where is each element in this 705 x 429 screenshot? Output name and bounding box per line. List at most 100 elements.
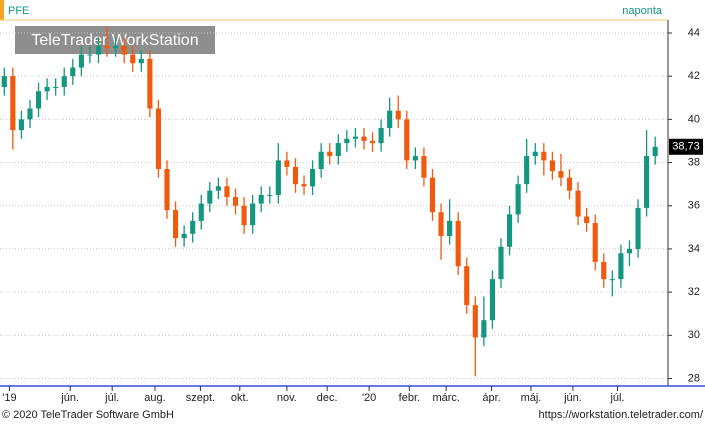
x-tick-label: jún. — [60, 392, 79, 404]
candle-body — [310, 169, 316, 187]
x-tick-label: '19 — [2, 392, 16, 404]
candle-body — [575, 190, 581, 217]
candle-body — [601, 261, 607, 280]
candle-body — [267, 194, 273, 196]
candle-body — [481, 320, 487, 338]
candle-body — [207, 190, 213, 204]
candle-body — [404, 119, 410, 161]
candle-body — [181, 233, 187, 239]
candle-body — [224, 186, 230, 198]
x-tick-label: júl. — [104, 392, 119, 404]
candle-body — [95, 45, 102, 55]
candle-body — [35, 91, 42, 109]
candle-body — [352, 136, 358, 139]
candle-body — [292, 166, 299, 185]
candle-body — [275, 160, 281, 195]
candle-body — [438, 212, 444, 236]
candle-body — [532, 151, 538, 157]
y-tick-label: 44 — [688, 27, 700, 39]
footer-right: https://workstation.teletrader.com/ — [539, 409, 704, 421]
footer-left: © 2020 TeleTrader Software GmbH — [2, 409, 174, 421]
x-tick-label: '20 — [362, 392, 376, 404]
candle-body — [284, 160, 290, 167]
candle-body — [78, 54, 84, 68]
candle-body — [644, 156, 650, 208]
candle-body — [113, 45, 119, 49]
candle-body — [524, 156, 530, 185]
x-tick-label: jún. — [563, 392, 582, 404]
candle-body — [369, 140, 376, 144]
candle-body — [1, 76, 7, 87]
ticker: PFE — [8, 5, 29, 17]
candle-body — [172, 210, 179, 239]
candle-body — [198, 203, 204, 221]
x-tick-label: máj. — [521, 392, 542, 404]
candle-body — [447, 220, 453, 236]
candle-body — [53, 86, 59, 88]
candle-body — [558, 171, 564, 178]
candle-body — [327, 151, 333, 157]
candle-body — [70, 67, 76, 77]
candle-body — [301, 184, 307, 187]
x-tick-label: nov. — [277, 392, 297, 404]
candle-body — [241, 205, 247, 226]
x-tick-label: szept. — [186, 392, 215, 404]
candle-body — [464, 266, 470, 306]
candle-body — [44, 86, 50, 92]
y-tick-label: 30 — [688, 329, 700, 341]
candle-body — [378, 127, 384, 144]
y-tick-label: 36 — [688, 200, 700, 212]
candle-body — [335, 143, 341, 157]
candle-body — [344, 138, 350, 144]
candle-body — [318, 151, 324, 170]
candle-body — [412, 156, 418, 161]
candle-body — [515, 184, 521, 215]
interval: naponta — [622, 5, 663, 17]
candle-body — [61, 76, 67, 87]
x-tick-label: ápr. — [482, 392, 500, 404]
candle-body — [155, 108, 162, 170]
candle-body — [361, 136, 367, 141]
candle-body — [489, 279, 496, 321]
candle-body — [87, 54, 93, 56]
candle-body — [232, 197, 239, 206]
y-tick-label: 42 — [688, 70, 700, 82]
candle-body — [138, 58, 144, 64]
candle-body — [455, 220, 461, 267]
candle-body — [584, 216, 590, 224]
last-price-label: 38,73 — [672, 141, 700, 153]
candle-body — [130, 54, 136, 64]
candle-body — [164, 169, 170, 211]
x-tick-label: márc. — [432, 392, 460, 404]
candle-body — [626, 248, 633, 254]
candle-body — [472, 305, 478, 338]
y-tick-label: 34 — [688, 243, 700, 255]
ticker-marker — [0, 0, 4, 20]
candle-body — [387, 110, 393, 128]
candle-body — [541, 151, 547, 161]
candle-body — [592, 223, 598, 262]
candle-body — [215, 186, 221, 191]
candle-body — [250, 203, 256, 226]
last-price-box — [669, 138, 703, 155]
candle-body — [18, 119, 24, 131]
x-tick-label: okt. — [231, 392, 249, 404]
candle-body — [429, 177, 436, 213]
candle-body — [618, 253, 624, 280]
candle-body — [104, 45, 110, 49]
x-tick-label: aug. — [144, 392, 165, 404]
candle-body — [10, 76, 16, 131]
candle-body — [395, 110, 401, 120]
candle-body — [258, 194, 264, 204]
candle-body — [609, 279, 615, 281]
x-tick-label: júl. — [609, 392, 624, 404]
y-tick-label: 38 — [688, 156, 700, 168]
candle-body — [27, 108, 33, 120]
candle-body — [147, 58, 153, 109]
y-tick-label: 32 — [688, 286, 700, 298]
x-tick-label: febr. — [399, 392, 420, 404]
candle-body — [635, 207, 641, 249]
candle-body — [421, 156, 427, 178]
